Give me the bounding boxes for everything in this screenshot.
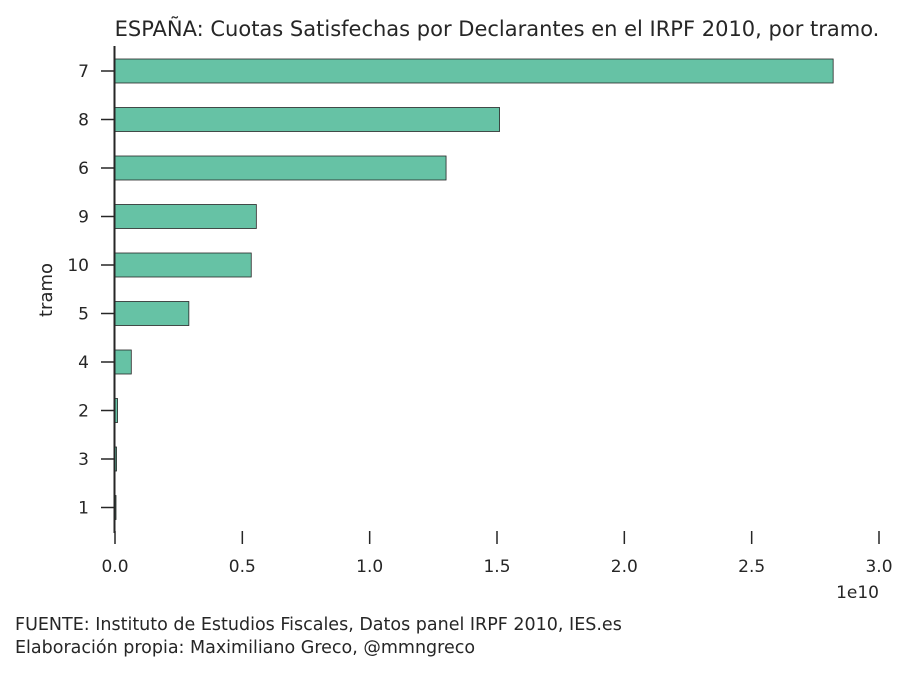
bars-group [114,58,834,520]
x-tick-label: 1.5 [483,557,510,577]
y-axis-label: tramo [36,263,57,317]
footer-source: FUENTE: Instituto de Estudios Fiscales, … [15,615,622,635]
x-scale-label: 1e10 [836,583,879,603]
bar-tramo-9 [114,204,257,229]
bar-tramo-10 [114,252,252,278]
chart-title: ESPAÑA: Cuotas Satisfechas por Declarant… [115,15,880,41]
bar-tramo-8 [114,107,500,132]
x-tick-label: 1.0 [356,557,383,577]
y-tick-label: 4 [78,353,89,373]
y-tick-label: 2 [78,402,89,422]
x-ticks-group: 0.0 0.5 1.0 1.5 2.0 2.5 3.0 [101,531,893,577]
y-tick-label: 8 [78,111,89,131]
y-tick-label: 10 [67,256,89,276]
y-tick-label: 1 [78,499,89,519]
y-tick-label: 6 [78,159,89,179]
footer-credit: Elaboración propia: Maximiliano Greco, @… [15,638,476,658]
bar-tramo-7 [114,58,834,84]
bar-chart: ESPAÑA: Cuotas Satisfechas por Declarant… [36,15,893,603]
x-tick-label: 2.5 [738,557,765,577]
y-tick-label: 7 [78,62,89,82]
x-tick-label: 3.0 [865,557,892,577]
y-tick-label: 5 [78,305,89,325]
bar-tramo-6 [114,155,447,181]
bar-tramo-4 [114,349,132,375]
x-tick-label: 0.5 [229,557,256,577]
y-ticks-group: 7 8 6 9 10 5 4 2 3 1 [67,62,114,519]
y-tick-label: 9 [78,208,89,228]
bar-tramo-5 [114,301,190,326]
x-tick-label: 2.0 [611,557,638,577]
y-tick-label: 3 [78,450,89,470]
x-tick-label: 0.0 [101,557,128,577]
footer: FUENTE: Instituto de Estudios Fiscales, … [15,614,622,660]
